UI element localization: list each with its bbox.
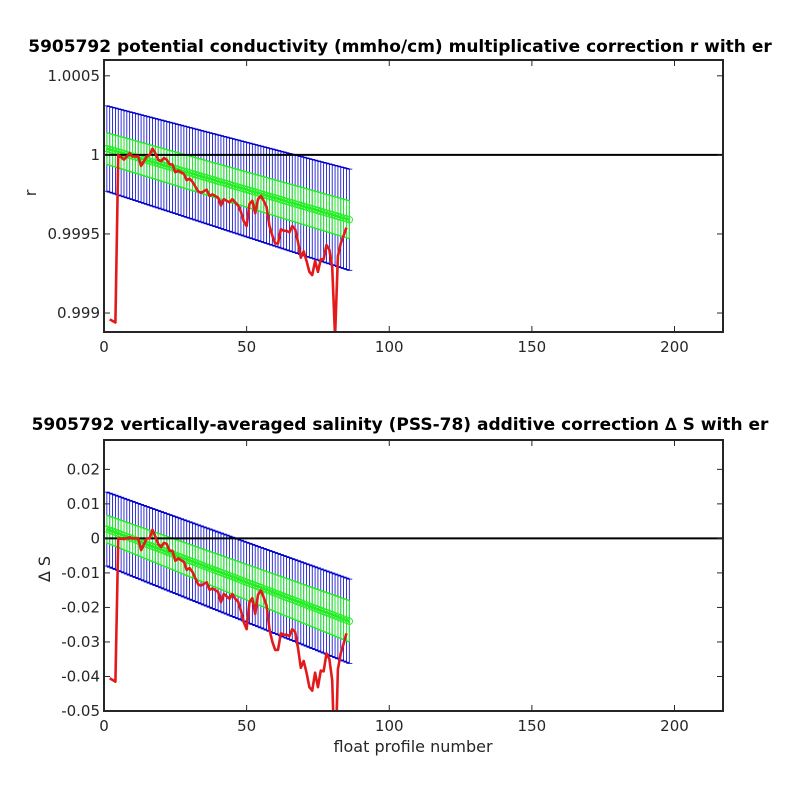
error-envelope-lower	[106, 190, 350, 271]
x-tick-label: 200	[660, 717, 689, 735]
y-tick-label: 0.9995	[48, 225, 101, 243]
chart-title: 5905792 vertically-averaged salinity (PS…	[32, 415, 769, 435]
y-axis-label: ∆ S	[35, 556, 54, 583]
fit-point	[342, 215, 351, 223]
y-tick-label: -0.03	[61, 633, 100, 651]
tick-layer: 0 50 100 150 200 0.999 0.9995 1 1.0005	[48, 60, 723, 356]
correction-line	[109, 528, 348, 711]
y-tick-label: 0	[90, 529, 100, 547]
conductivity-correction-panel: 5905792 potential conductivity (mmho/cm)…	[21, 37, 772, 356]
y-tick-label: -0.02	[61, 598, 100, 616]
y-tick-label: 1	[90, 146, 100, 164]
plot-area	[104, 440, 723, 711]
y-tick-label: 1.0005	[48, 67, 101, 85]
error-envelope-upper	[106, 491, 350, 580]
error-envelope-lower	[106, 565, 350, 664]
x-tick-label: 100	[375, 717, 404, 735]
plot-frame	[103, 439, 724, 712]
x-tick-label: 50	[237, 717, 256, 735]
x-tick-label: 50	[237, 338, 256, 356]
x-tick-label: 0	[99, 338, 109, 356]
tick-layer: 0 50 100 150 200 -0.05 -0.04 -0.03 -0.02 -0.01 0 0.…	[61, 440, 723, 735]
data-layer	[104, 105, 723, 332]
chart-title: 5905792 potential conductivity (mmho/cm)…	[28, 37, 772, 57]
correction-line	[109, 147, 348, 332]
data-layer	[104, 491, 723, 711]
y-tick-label: -0.01	[61, 564, 100, 582]
x-tick-label: 100	[375, 338, 404, 356]
fit-point	[345, 216, 354, 224]
x-tick-label: 0	[99, 717, 109, 735]
fit-line-upper	[106, 514, 350, 602]
y-tick-label: -0.05	[61, 702, 100, 720]
y-axis-label: r	[21, 189, 40, 196]
error-envelope-upper	[106, 105, 350, 170]
plot-area	[104, 60, 723, 332]
x-tick-label: 150	[518, 338, 547, 356]
fit-line-lower	[106, 542, 350, 643]
fit-point	[345, 617, 354, 625]
fit-line-upper	[106, 132, 350, 202]
y-tick-label: 0.01	[67, 495, 100, 513]
salinity-correction-panel: 5905792 vertically-averaged salinity (PS…	[32, 415, 769, 756]
y-tick-label: 0.999	[57, 304, 100, 322]
y-tick-label: -0.04	[61, 667, 100, 685]
x-tick-label: 150	[518, 717, 547, 735]
plot-frame	[103, 59, 724, 333]
x-axis-label: float profile number	[333, 737, 493, 756]
x-tick-label: 200	[660, 338, 689, 356]
y-tick-label: 0.02	[67, 460, 100, 478]
